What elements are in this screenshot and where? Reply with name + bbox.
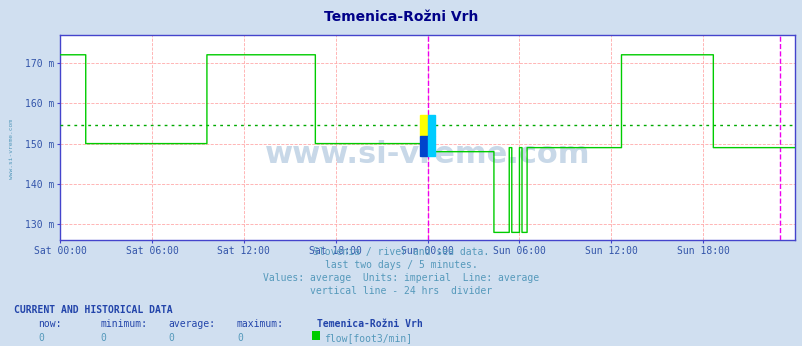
Bar — [427, 136, 435, 156]
Text: last two days / 5 minutes.: last two days / 5 minutes. — [325, 260, 477, 270]
Text: CURRENT AND HISTORICAL DATA: CURRENT AND HISTORICAL DATA — [14, 305, 173, 315]
Text: Temenica-Rožni Vrh: Temenica-Rožni Vrh — [324, 10, 478, 24]
Text: average:: average: — [168, 319, 216, 329]
Text: 0: 0 — [38, 333, 44, 343]
Text: vertical line - 24 hrs  divider: vertical line - 24 hrs divider — [310, 286, 492, 297]
Text: now:: now: — [38, 319, 62, 329]
Text: 0: 0 — [168, 333, 174, 343]
Text: www.si-vreme.com: www.si-vreme.com — [9, 119, 14, 179]
Text: Temenica-Rožni Vrh: Temenica-Rožni Vrh — [317, 319, 423, 329]
Text: 0: 0 — [100, 333, 106, 343]
Text: maximum:: maximum: — [237, 319, 284, 329]
Text: minimum:: minimum: — [100, 319, 148, 329]
Bar — [419, 136, 427, 156]
Text: www.si-vreme.com: www.si-vreme.com — [265, 139, 589, 169]
Text: flow[foot3/min]: flow[foot3/min] — [323, 333, 411, 343]
Text: Slovenia / river and sea data.: Slovenia / river and sea data. — [313, 247, 489, 257]
Bar — [419, 115, 427, 136]
Text: 0: 0 — [237, 333, 242, 343]
Text: Values: average  Units: imperial  Line: average: Values: average Units: imperial Line: av… — [263, 273, 539, 283]
Bar — [427, 115, 435, 136]
